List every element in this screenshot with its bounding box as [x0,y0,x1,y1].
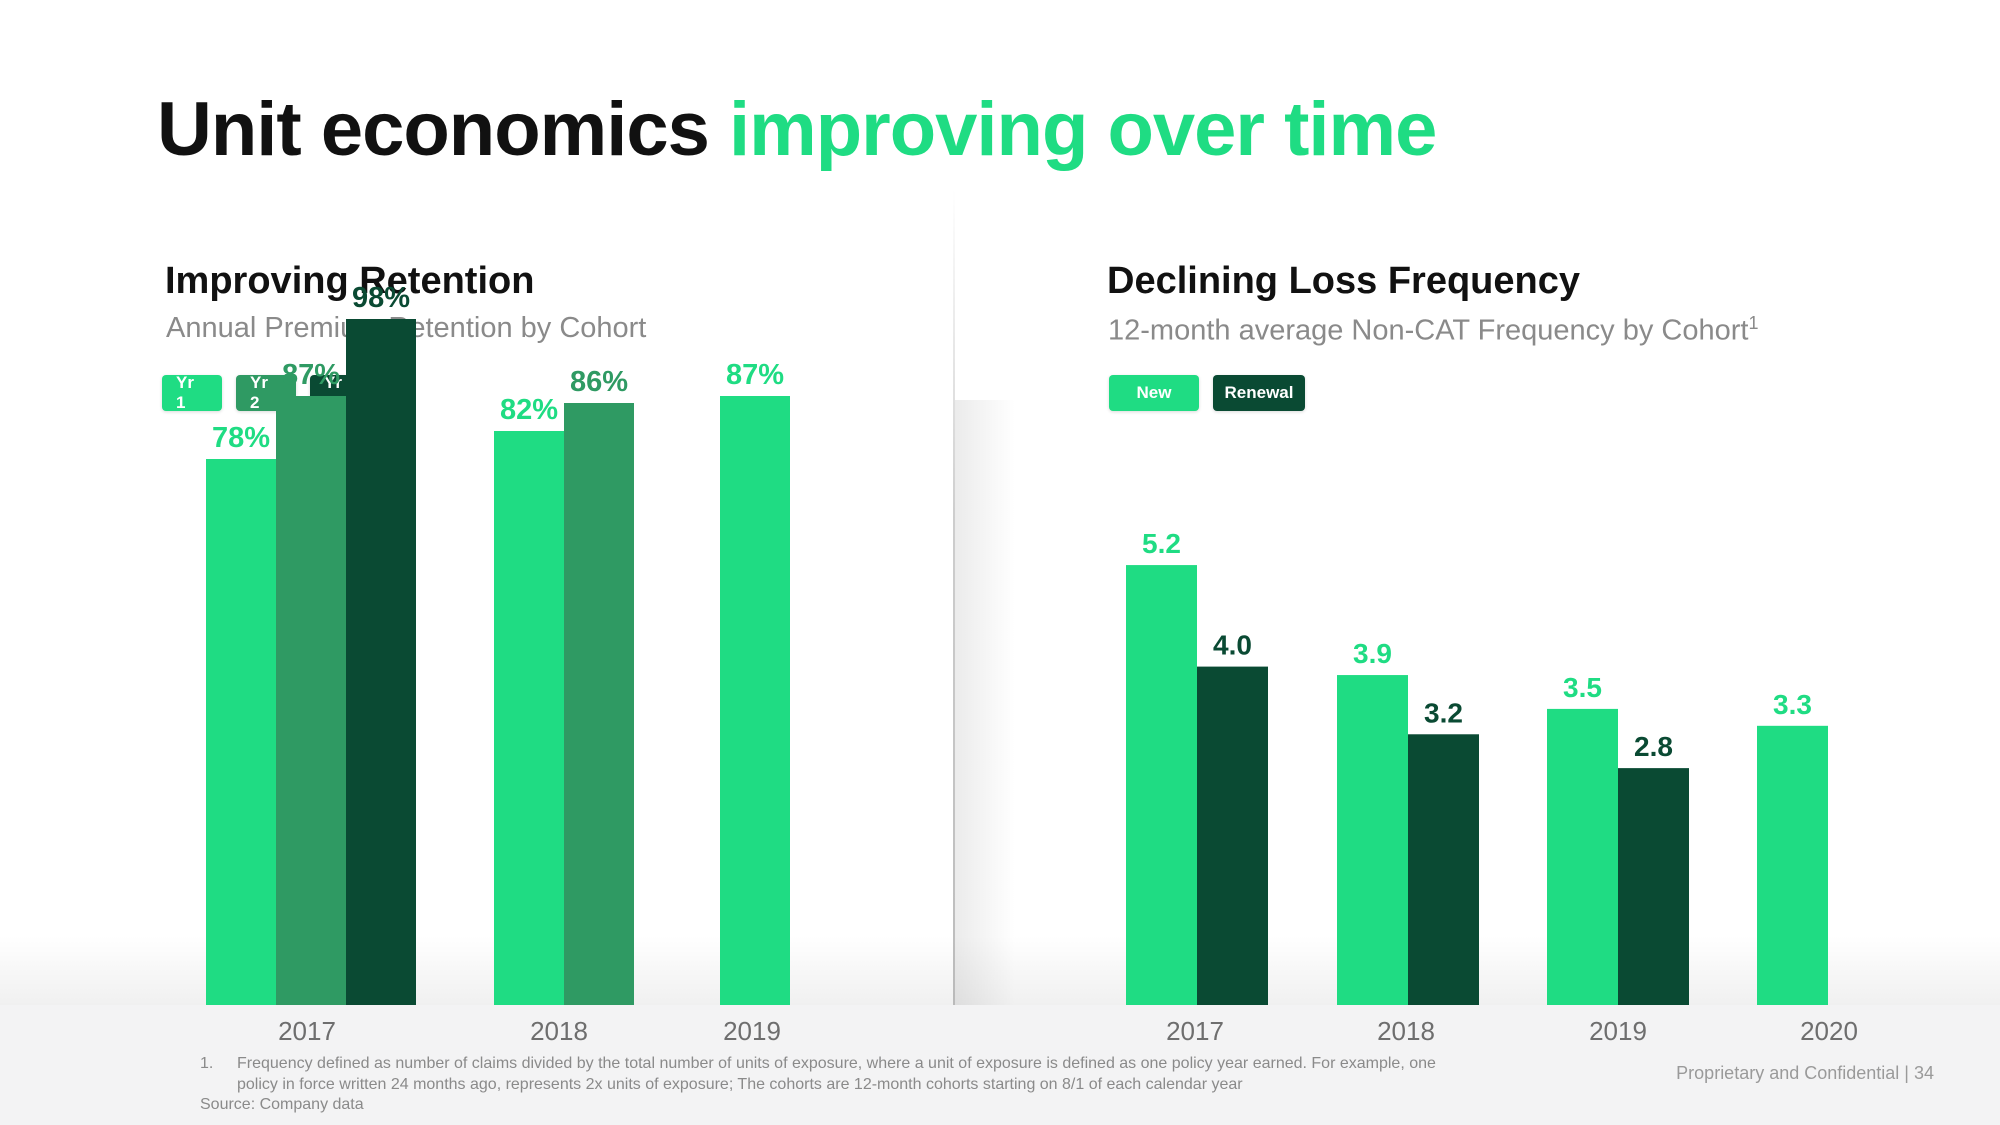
bar-1-new-2019 [1547,708,1618,1005]
bar-1-renewal-2017 [1197,666,1268,1005]
x-tick-label: 2018 [530,1016,588,1046]
x-tick-label: 2017 [1166,1016,1224,1046]
bar-value-label: 3.9 [1353,638,1392,669]
slide-title: Unit economics improving over time [157,92,1437,168]
bar-1-new-2018 [1337,675,1408,1005]
confidential-page-number: Proprietary and Confidential | 34 [1676,1063,1934,1083]
bar-0-yr-1-2019 [720,396,790,1005]
bar-value-label: 4.0 [1213,630,1252,661]
bar-value-label: 5.2 [1142,528,1181,559]
bar-value-label: 78% [212,422,270,454]
legend-chip-yr2: Yr 2 [236,373,296,412]
loss-frequency-legend: New Renewal [1109,375,1305,411]
bar-0-yr-1-2018 [494,431,564,1005]
bar-value-label: 87% [282,359,340,391]
x-tick-label: 2020 [1800,1016,1858,1046]
footer-floor [0,1005,2000,1125]
x-tick-label: 2019 [1589,1016,1647,1046]
bar-value-label: 2.8 [1634,731,1673,762]
panel-divider-shadow [955,400,1015,1005]
bar-0-yr-2-2017 [276,396,346,1005]
footnote-text: Frequency defined as number of claims di… [237,1055,1436,1093]
bar-1-new-2020 [1757,725,1828,1005]
bar-value-label: 3.5 [1563,672,1602,703]
bar-value-label: 86% [570,366,628,398]
title-part-2-accent: improving over time [729,87,1437,172]
bar-0-yr-3-2017 [346,319,416,1005]
bar-1-new-2017 [1126,565,1197,1005]
loss-frequency-panel-title: Declining Loss Frequency [1107,260,1580,302]
x-tick-label: 2019 [723,1016,781,1046]
panel-divider [953,190,955,1005]
source-note: Source: Company data [200,1096,364,1113]
bar-1-renewal-2019 [1618,768,1689,1005]
retention-panel-title: Improving Retention [165,260,535,302]
footnote-number: 1. [200,1055,214,1072]
x-tick-label: 2017 [278,1016,336,1046]
bar-value-label: 3.2 [1424,697,1463,728]
bar-value-label: 82% [500,394,558,426]
bar-0-yr-2-2018 [564,403,634,1005]
bar-value-label: 87% [726,359,784,391]
legend-chip-yr1: Yr 1 [162,373,222,412]
bar-value-label: 98% [352,282,410,314]
legend-chip-renewal: Renewal [1213,375,1305,411]
footnote-marker: 1 [1748,313,1759,333]
legend-chip-new: New [1109,375,1199,411]
title-part-1: Unit economics [157,87,710,172]
x-tick-label: 2018 [1377,1016,1435,1046]
bar-1-renewal-2018 [1408,734,1479,1005]
loss-frequency-subtitle-text: 12-month average Non-CAT Frequency by Co… [1108,314,1749,347]
loss-frequency-panel-subtitle: 12-month average Non-CAT Frequency by Co… [1108,314,1758,346]
bar-0-yr-1-2017 [206,459,276,1005]
bar-value-label: 3.3 [1773,689,1812,720]
